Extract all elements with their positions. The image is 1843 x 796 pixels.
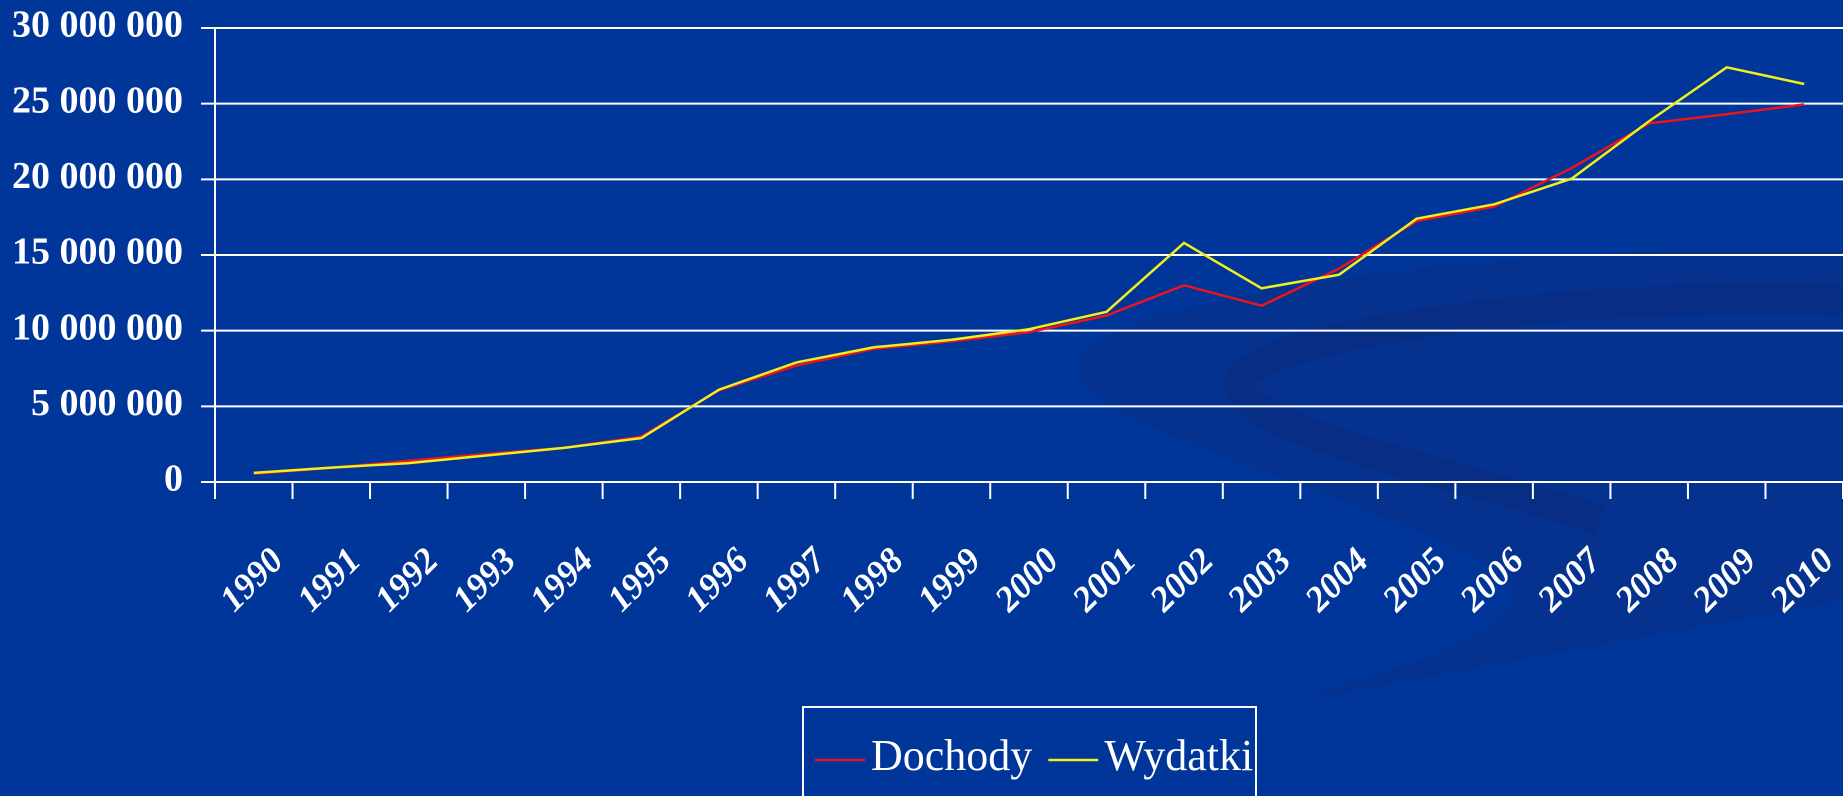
y-tick-label: 10 000 000: [12, 306, 183, 348]
legend-label: Dochody: [871, 731, 1032, 780]
y-tick-label: 5 000 000: [31, 382, 183, 424]
y-tick-label: 15 000 000: [12, 231, 183, 273]
y-tick-label: 0: [164, 458, 183, 500]
y-tick-label: 30 000 000: [12, 4, 183, 46]
legend-label: Wydatki: [1104, 731, 1253, 780]
chart: 0 5 000 000 10 000 000 15 000 000 20 000 000…: [0, 0, 1843, 796]
y-tick-label: 20 000 000: [12, 155, 183, 197]
y-tick-label: 25 000 000: [12, 79, 183, 121]
